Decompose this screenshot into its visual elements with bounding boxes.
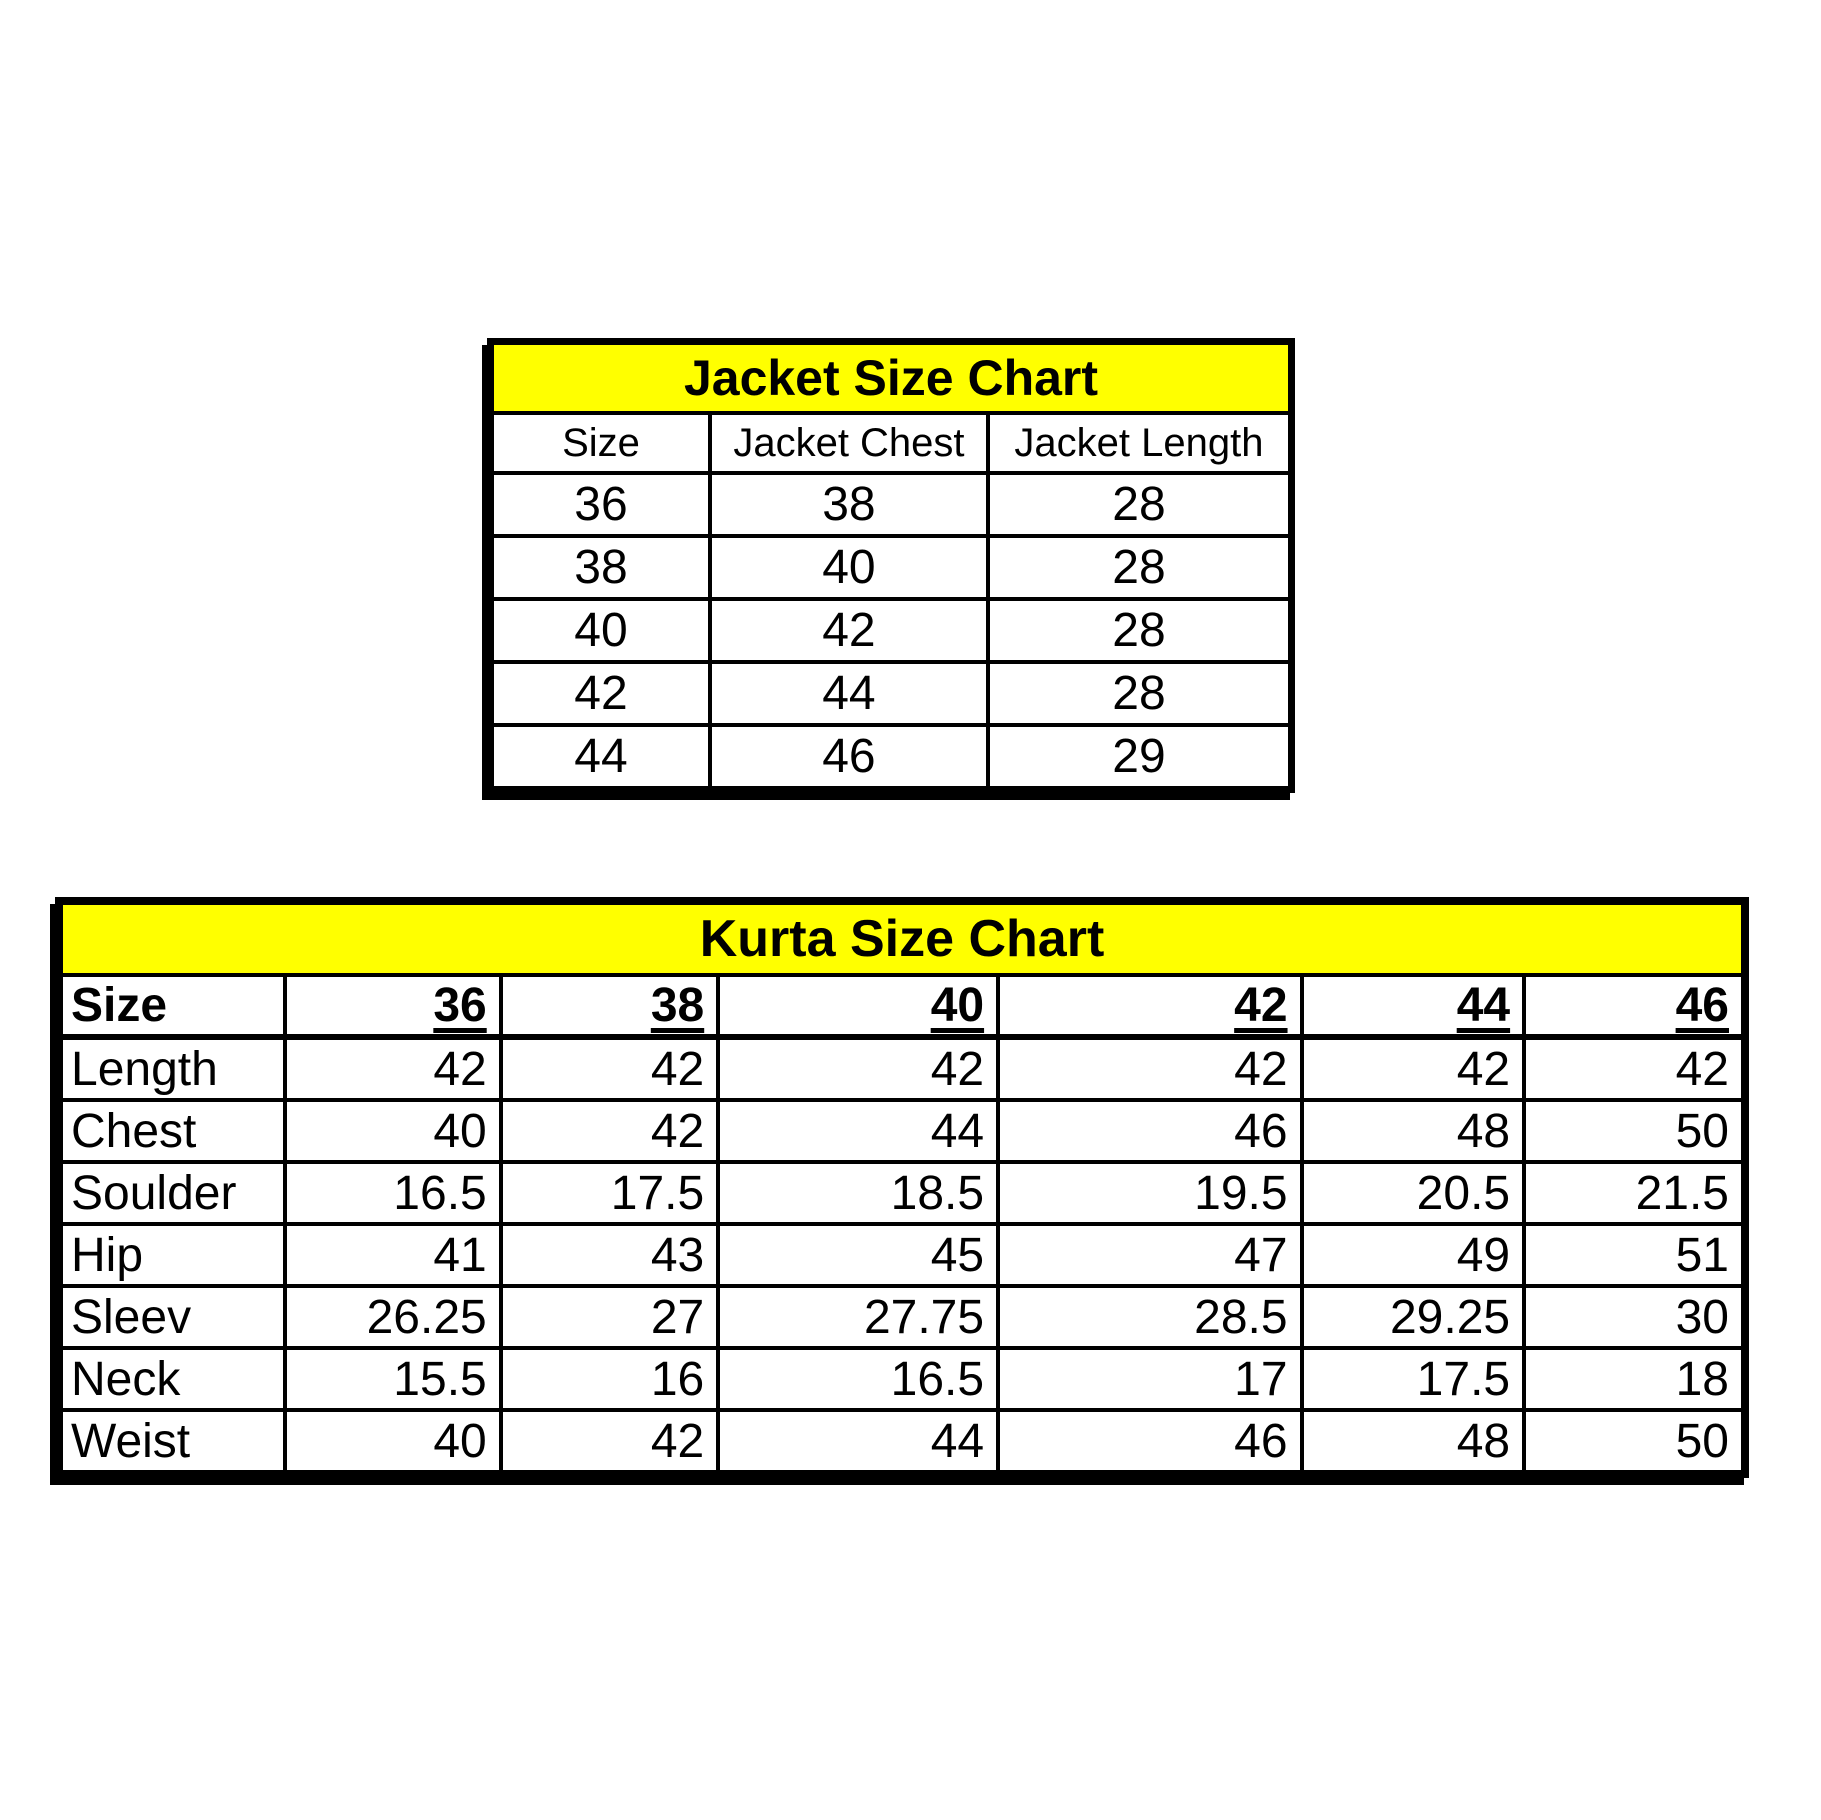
kurta-table-cell: 18.5 bbox=[716, 1160, 1001, 1226]
kurta-table-row: Neck 15.5 16 16.5 17 17.5 18 bbox=[57, 1346, 1747, 1412]
kurta-table-row: Soulder 16.5 17.5 18.5 19.5 20.5 21.5 bbox=[57, 1160, 1747, 1226]
kurta-table-cell: 16.5 bbox=[282, 1160, 503, 1226]
jacket-table-cell: 40 bbox=[707, 534, 990, 601]
kurta-table-cell: 47 bbox=[996, 1222, 1304, 1288]
kurta-table-cell: 42 bbox=[498, 1408, 721, 1476]
kurta-table-cell: 21.5 bbox=[1522, 1160, 1747, 1226]
kurta-header-size-44: 44 bbox=[1299, 973, 1527, 1040]
jacket-table-cell: 46 bbox=[707, 723, 990, 792]
kurta-header-size-42: 42 bbox=[996, 973, 1304, 1040]
kurta-table-cell: 29.25 bbox=[1299, 1284, 1527, 1350]
kurta-title-row: Kurta Size Chart bbox=[57, 899, 1747, 977]
kurta-table-cell: 42 bbox=[996, 1035, 1304, 1102]
jacket-table-cell: 28 bbox=[985, 471, 1294, 538]
jacket-table-cell: 38 bbox=[488, 534, 712, 601]
kurta-table-cell: 42 bbox=[282, 1035, 503, 1102]
kurta-table-cell: 51 bbox=[1522, 1222, 1747, 1288]
kurta-table-row: Chest 40 42 44 46 48 50 bbox=[57, 1098, 1747, 1164]
kurta-table-cell: 42 bbox=[498, 1035, 721, 1102]
kurta-table-cell: 46 bbox=[996, 1408, 1304, 1476]
jacket-col-header-length: Jacket Length bbox=[985, 411, 1294, 475]
jacket-table-cell: 40 bbox=[488, 597, 712, 664]
jacket-table-row: 40 42 28 bbox=[488, 597, 1294, 664]
jacket-table-cell: 29 bbox=[985, 723, 1294, 792]
kurta-table-cell: 17 bbox=[996, 1346, 1304, 1412]
jacket-table-row: 44 46 29 bbox=[488, 723, 1294, 792]
jacket-col-header-size: Size bbox=[488, 411, 712, 475]
jacket-table-row: 36 38 28 bbox=[488, 471, 1294, 538]
jacket-table-cell: 38 bbox=[707, 471, 990, 538]
jacket-table-cell: 28 bbox=[985, 597, 1294, 664]
kurta-chart-title: Kurta Size Chart bbox=[57, 899, 1747, 977]
kurta-header-size-38: 38 bbox=[498, 973, 721, 1040]
kurta-row-label: Sleev bbox=[57, 1284, 287, 1350]
jacket-table-cell: 42 bbox=[488, 660, 712, 727]
kurta-table-cell: 40 bbox=[282, 1098, 503, 1164]
kurta-table-cell: 41 bbox=[282, 1222, 503, 1288]
jacket-col-header-chest: Jacket Chest bbox=[707, 411, 990, 475]
kurta-table-cell: 15.5 bbox=[282, 1346, 503, 1412]
jacket-table-cell: 42 bbox=[707, 597, 990, 664]
kurta-header-size-36: 36 bbox=[282, 973, 503, 1040]
kurta-table-cell: 48 bbox=[1299, 1408, 1527, 1476]
jacket-table-cell: 44 bbox=[488, 723, 712, 792]
kurta-table-cell: 44 bbox=[716, 1408, 1001, 1476]
kurta-size-chart-table: Kurta Size Chart Size 36 38 40 42 44 46 … bbox=[55, 897, 1749, 1478]
kurta-table-cell: 30 bbox=[1522, 1284, 1747, 1350]
kurta-table-cell: 49 bbox=[1299, 1222, 1527, 1288]
kurta-table-cell: 42 bbox=[716, 1035, 1001, 1102]
jacket-table-cell: 44 bbox=[707, 660, 990, 727]
kurta-row-label: Weist bbox=[57, 1408, 287, 1476]
kurta-table-row: Length 42 42 42 42 42 42 bbox=[57, 1035, 1747, 1102]
kurta-table-cell: 16 bbox=[498, 1346, 721, 1412]
kurta-table-cell: 27 bbox=[498, 1284, 721, 1350]
kurta-header-size-label: Size bbox=[57, 973, 287, 1040]
kurta-header-row: Size 36 38 40 42 44 46 bbox=[57, 973, 1747, 1040]
kurta-table-cell: 27.75 bbox=[716, 1284, 1001, 1350]
kurta-table-cell: 42 bbox=[498, 1098, 721, 1164]
kurta-table-row: Hip 41 43 45 47 49 51 bbox=[57, 1222, 1747, 1288]
jacket-table-cell: 28 bbox=[985, 534, 1294, 601]
jacket-title-row: Jacket Size Chart bbox=[488, 339, 1294, 415]
kurta-table-row: Sleev 26.25 27 27.75 28.5 29.25 30 bbox=[57, 1284, 1747, 1350]
jacket-size-chart-table: Jacket Size Chart Size Jacket Chest Jack… bbox=[487, 338, 1295, 793]
kurta-table-cell: 26.25 bbox=[282, 1284, 503, 1350]
jacket-chart-title: Jacket Size Chart bbox=[488, 339, 1294, 415]
kurta-header-size-46: 46 bbox=[1522, 973, 1747, 1040]
kurta-table-cell: 19.5 bbox=[996, 1160, 1304, 1226]
kurta-table-cell: 16.5 bbox=[716, 1346, 1001, 1412]
kurta-header-size-40: 40 bbox=[716, 973, 1001, 1040]
kurta-table-cell: 50 bbox=[1522, 1408, 1747, 1476]
kurta-table-cell: 43 bbox=[498, 1222, 721, 1288]
kurta-table-cell: 20.5 bbox=[1299, 1160, 1527, 1226]
kurta-table-cell: 28.5 bbox=[996, 1284, 1304, 1350]
kurta-table-cell: 50 bbox=[1522, 1098, 1747, 1164]
jacket-table-row: 38 40 28 bbox=[488, 534, 1294, 601]
kurta-table-body: Length 42 42 42 42 42 42 Chest 40 42 44 46 48 50 Sould… bbox=[57, 1035, 1747, 1476]
jacket-table-row: 42 44 28 bbox=[488, 660, 1294, 727]
kurta-table-cell: 44 bbox=[716, 1098, 1001, 1164]
jacket-table-cell: 36 bbox=[488, 471, 712, 538]
jacket-table-body: 36 38 28 38 40 28 40 42 28 42 44 28 44 46 29 bbox=[488, 471, 1294, 792]
kurta-row-label: Hip bbox=[57, 1222, 287, 1288]
kurta-table-cell: 17.5 bbox=[1299, 1346, 1527, 1412]
kurta-row-label: Soulder bbox=[57, 1160, 287, 1226]
kurta-table-cell: 17.5 bbox=[498, 1160, 721, 1226]
kurta-table-cell: 42 bbox=[1522, 1035, 1747, 1102]
kurta-table-cell: 45 bbox=[716, 1222, 1001, 1288]
kurta-row-label: Length bbox=[57, 1035, 287, 1102]
jacket-table-cell: 28 bbox=[985, 660, 1294, 727]
jacket-header-row: Size Jacket Chest Jacket Length bbox=[488, 411, 1294, 475]
kurta-row-label: Chest bbox=[57, 1098, 287, 1164]
kurta-table-cell: 40 bbox=[282, 1408, 503, 1476]
kurta-row-label: Neck bbox=[57, 1346, 287, 1412]
kurta-table-row: Weist 40 42 44 46 48 50 bbox=[57, 1408, 1747, 1476]
kurta-table-cell: 42 bbox=[1299, 1035, 1527, 1102]
kurta-table-cell: 48 bbox=[1299, 1098, 1527, 1164]
kurta-table-cell: 46 bbox=[996, 1098, 1304, 1164]
kurta-table-cell: 18 bbox=[1522, 1346, 1747, 1412]
